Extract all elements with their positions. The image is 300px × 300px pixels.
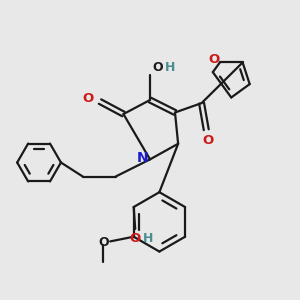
Text: H: H (142, 232, 153, 245)
Text: N: N (136, 151, 148, 165)
Text: O: O (130, 232, 141, 245)
Text: H: H (165, 61, 175, 74)
Text: O: O (202, 134, 213, 147)
Text: O: O (208, 53, 219, 66)
Text: O: O (98, 236, 109, 250)
Text: O: O (152, 61, 163, 74)
Text: O: O (82, 92, 93, 105)
